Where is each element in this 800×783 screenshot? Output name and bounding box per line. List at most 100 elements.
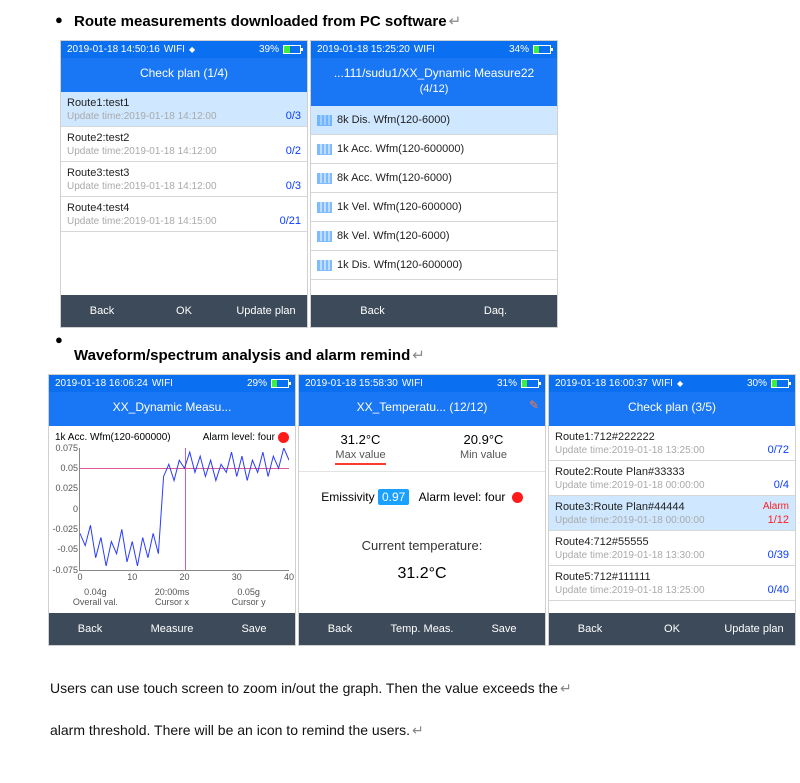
emissivity-value[interactable]: 0.97 <box>378 489 409 505</box>
chart-readout: 0.04gOverall val. 20:00msCursor x 0.05gC… <box>53 573 291 611</box>
footer-button[interactable]: Update plan <box>225 295 307 327</box>
footer-button[interactable]: Back <box>61 295 143 327</box>
waveform-chart[interactable]: 0.0750.050.0250-0.025-0.05-0.07501020304… <box>79 448 289 571</box>
route-name: Route5:712#111111 <box>555 571 789 583</box>
waveform-item[interactable]: 8k Vel. Wfm(120-6000) <box>311 222 557 251</box>
route-name: Route3:test3 <box>67 167 301 179</box>
status-wifi: WIFI <box>402 378 423 389</box>
route-update-time: Update time:2019-01-18 13:25:00 <box>555 445 789 456</box>
route-count: 0/21 <box>280 215 301 227</box>
footer-button[interactable]: Back <box>549 613 631 645</box>
battery-icon <box>771 379 789 388</box>
route-name: Route2:Route Plan#33333 <box>555 466 789 478</box>
list-item[interactable]: Route3:Route Plan#44444Update time:2019-… <box>549 496 795 531</box>
x-tick-label: 20 <box>179 572 189 582</box>
waveform-item[interactable]: 1k Dis. Wfm(120-600000) <box>311 251 557 280</box>
route-list[interactable]: Route1:test1Update time:2019-01-18 14:12… <box>61 92 307 295</box>
max-label: Max value <box>335 449 385 465</box>
list-item[interactable]: Route4:test4Update time:2019-01-18 14:15… <box>61 197 307 232</box>
footer-bar: BackMeasureSave <box>49 613 295 645</box>
waveform-item[interactable]: 8k Dis. Wfm(120-6000) <box>311 106 557 135</box>
footer-button[interactable]: Measure <box>131 613 213 645</box>
battery-icon <box>533 45 551 54</box>
route-list[interactable]: Route1:712#222222 Update time:2019-01-18 … <box>549 426 795 613</box>
list-item[interactable]: Route1:712#222222 Update time:2019-01-18 … <box>549 426 795 461</box>
min-value-block[interactable]: 20.9°C Min value <box>422 426 545 471</box>
status-time: 2019-01-18 15:25:20 <box>317 44 410 55</box>
phone-checkplan-a: 2019-01-18 14:50:16 WIFI 39% Check plan … <box>60 40 308 328</box>
status-bar: 2019-01-18 15:58:30 WIFI 31% <box>299 375 545 392</box>
route-count: 1/12 <box>768 514 789 526</box>
route-count: 0/3 <box>286 110 301 122</box>
footer-button[interactable]: Save <box>463 613 545 645</box>
footer-button[interactable]: OK <box>631 613 713 645</box>
phone-temperature: 2019-01-18 15:58:30 WIFI 31% XX_Temperat… <box>298 374 546 646</box>
footer-button[interactable]: Update plan <box>713 613 795 645</box>
list-item[interactable]: Route1:test1Update time:2019-01-18 14:12… <box>61 92 307 127</box>
route-name: Route1:712#222222 <box>555 431 789 443</box>
screen-title: Check plan (1/4) <box>61 58 307 92</box>
footer-button[interactable]: Back <box>311 295 434 327</box>
x-tick-label: 0 <box>77 572 82 582</box>
body-paragraph-2: alarm threshold. There will be an icon t… <box>0 714 800 756</box>
route-update-time: Update time:2019-01-18 14:12:00 <box>67 146 301 157</box>
top-phone-row: 2019-01-18 14:50:16 WIFI 39% Check plan … <box>0 40 800 328</box>
alarm-badge: Alarm <box>763 501 789 512</box>
y-tick-label: 0.025 <box>52 483 78 493</box>
emissivity-label: Emissivity <box>321 490 374 504</box>
emissivity-row: Emissivity 0.97 Alarm level: four <box>299 472 545 522</box>
y-tick-label: -0.025 <box>52 524 78 534</box>
screen-title: XX_Temperatu... (12/12) ✎ <box>299 392 545 426</box>
waveform-list[interactable]: 8k Dis. Wfm(120-6000)1k Acc. Wfm(120-600… <box>311 106 557 295</box>
current-temp-value: 31.2°C <box>299 557 545 603</box>
chart-panel[interactable]: 1k Acc. Wfm(120-600000) Alarm level: fou… <box>49 426 295 613</box>
edit-icon[interactable]: ✎ <box>529 398 539 414</box>
screen-title: Check plan (3/5) <box>549 392 795 426</box>
status-bar: 2019-01-18 15:25:20 WIFI 34% <box>311 41 557 58</box>
route-count: 0/2 <box>286 145 301 157</box>
alarm-level-label: Alarm level: four <box>203 432 289 443</box>
status-batt-pct: 39% <box>259 44 279 55</box>
alarm-dot-icon <box>278 432 289 443</box>
route-name: Route2:test2 <box>67 132 301 144</box>
min-label: Min value <box>422 449 545 461</box>
route-update-time: Update time:2019-01-18 00:00:00 <box>555 480 789 491</box>
footer-bar: BackOKUpdate plan <box>61 295 307 327</box>
route-update-time: Update time:2019-01-18 13:25:00 <box>555 585 789 596</box>
list-item[interactable]: Route2:Route Plan#33333 Update time:2019-… <box>549 461 795 496</box>
footer-button[interactable]: Daq. <box>434 295 557 327</box>
x-tick-label: 40 <box>284 572 294 582</box>
status-bar: 2019-01-18 16:06:24 WIFI 29% <box>49 375 295 392</box>
waveform-item[interactable]: 1k Vel. Wfm(120-600000) <box>311 193 557 222</box>
y-tick-label: -0.075 <box>52 565 78 575</box>
alarm-level-label: Alarm level: four <box>419 490 506 504</box>
footer-bar: BackDaq. <box>311 295 557 327</box>
route-update-time: Update time:2019-01-18 14:12:00 <box>67 181 301 192</box>
max-value-block[interactable]: 31.2°C Max value <box>299 426 422 471</box>
status-wifi: WIFI <box>414 44 435 55</box>
list-item[interactable]: Route5:712#111111 Update time:2019-01-18 … <box>549 566 795 601</box>
battery-icon <box>521 379 539 388</box>
footer-button[interactable]: Save <box>213 613 295 645</box>
section-heading-routes: Route measurements downloaded from PC so… <box>0 8 800 40</box>
waveform-item[interactable]: 8k Acc. Wfm(120-6000) <box>311 164 557 193</box>
series-label: 1k Acc. Wfm(120-600000) <box>55 432 171 443</box>
footer-bar: BackTemp. Meas.Save <box>299 613 545 645</box>
route-name: Route3:Route Plan#44444 <box>555 501 789 513</box>
route-update-time: Update time:2019-01-18 14:15:00 <box>67 216 301 227</box>
list-item[interactable]: Route3:test3 Update time:2019-01-18 14:12… <box>61 162 307 197</box>
wifi-icon <box>189 44 195 55</box>
footer-button[interactable]: Back <box>49 613 131 645</box>
waveform-item[interactable]: 1k Acc. Wfm(120-600000) <box>311 135 557 164</box>
footer-button[interactable]: Temp. Meas. <box>381 613 463 645</box>
route-count: 0/3 <box>286 180 301 192</box>
status-wifi: WIFI <box>152 378 173 389</box>
section-heading-waveform: Waveform/spectrum analysis and alarm rem… <box>0 328 800 374</box>
status-bar: 2019-01-18 14:50:16 WIFI 39% <box>61 41 307 58</box>
footer-button[interactable]: OK <box>143 295 225 327</box>
status-batt-pct: 30% <box>747 378 767 389</box>
status-time: 2019-01-18 16:06:24 <box>55 378 148 389</box>
list-item[interactable]: Route2:test2 Update time:2019-01-18 14:12… <box>61 127 307 162</box>
list-item[interactable]: Route4:712#55555Update time:2019-01-18 1… <box>549 531 795 566</box>
footer-button[interactable]: Back <box>299 613 381 645</box>
